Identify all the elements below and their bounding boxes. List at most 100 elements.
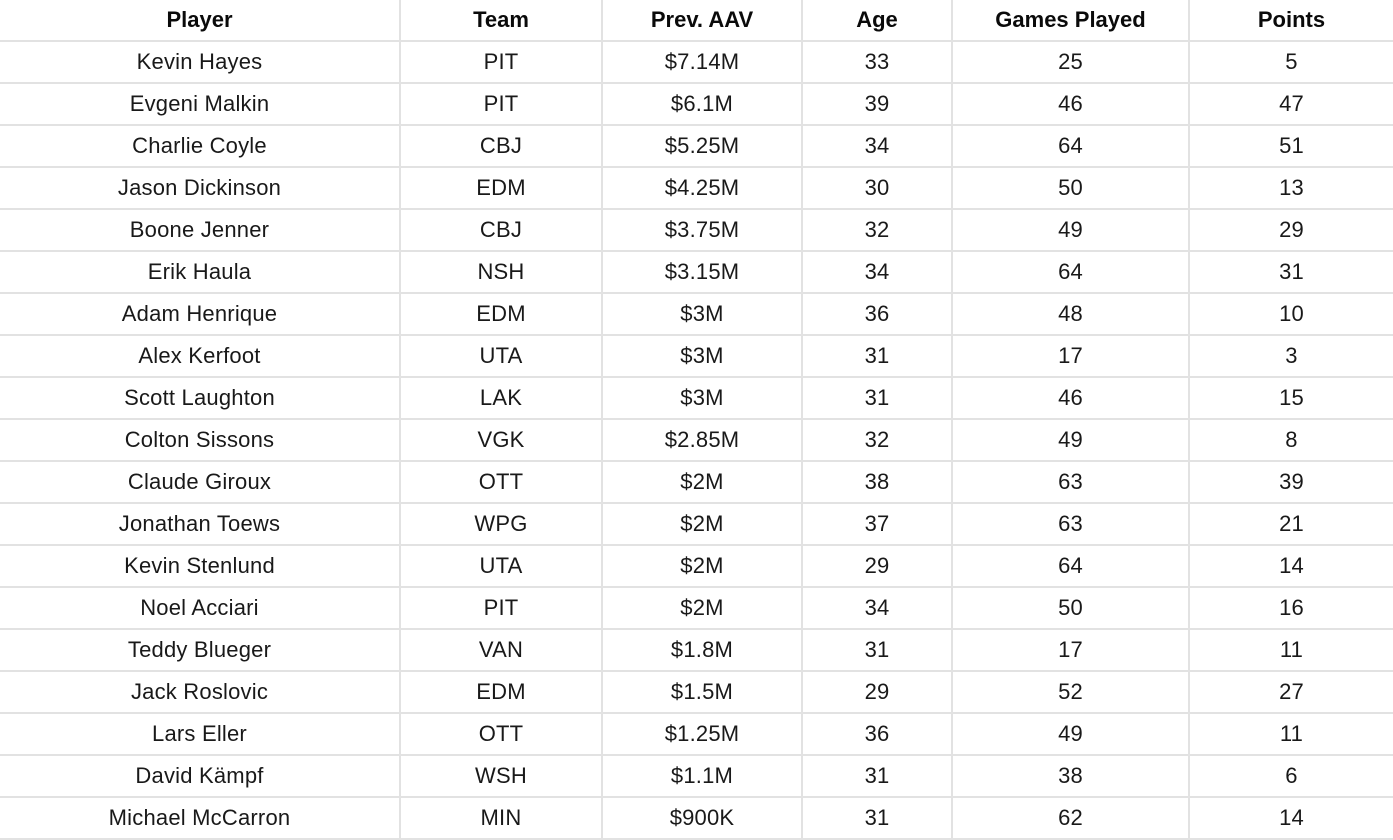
cell-games-played: 64 xyxy=(953,126,1190,168)
cell-prev-aav: $1.5M xyxy=(603,672,803,714)
header-row: Player Team Prev. AAV Age Games Played Points xyxy=(0,0,1393,42)
cell-games-played: 63 xyxy=(953,462,1190,504)
cell-prev-aav: $1.25M xyxy=(603,714,803,756)
cell-games-played: 17 xyxy=(953,336,1190,378)
cell-team: NSH xyxy=(401,252,603,294)
table-row: Teddy Blueger VAN $1.8M 31 17 11 xyxy=(0,630,1393,672)
cell-age: 39 xyxy=(803,84,953,126)
cell-team: EDM xyxy=(401,168,603,210)
cell-player: Colton Sissons xyxy=(0,420,401,462)
cell-player: Scott Laughton xyxy=(0,378,401,420)
cell-points: 14 xyxy=(1190,546,1393,588)
cell-prev-aav: $7.14M xyxy=(603,42,803,84)
cell-player: Adam Henrique xyxy=(0,294,401,336)
table-row: Erik Haula NSH $3.15M 34 64 31 xyxy=(0,252,1393,294)
cell-points: 10 xyxy=(1190,294,1393,336)
cell-age: 29 xyxy=(803,546,953,588)
table-row: David Kämpf WSH $1.1M 31 38 6 xyxy=(0,756,1393,798)
cell-age: 31 xyxy=(803,336,953,378)
cell-team: VGK xyxy=(401,420,603,462)
cell-team: CBJ xyxy=(401,126,603,168)
cell-player: Jonathan Toews xyxy=(0,504,401,546)
column-header-age: Age xyxy=(803,0,953,42)
cell-prev-aav: $3.15M xyxy=(603,252,803,294)
table-row: Jason Dickinson EDM $4.25M 30 50 13 xyxy=(0,168,1393,210)
cell-prev-aav: $3M xyxy=(603,294,803,336)
cell-points: 15 xyxy=(1190,378,1393,420)
cell-team: PIT xyxy=(401,588,603,630)
table-row: Alex Kerfoot UTA $3M 31 17 3 xyxy=(0,336,1393,378)
cell-age: 31 xyxy=(803,378,953,420)
cell-points: 6 xyxy=(1190,756,1393,798)
cell-player: Jack Roslovic xyxy=(0,672,401,714)
cell-player: Boone Jenner xyxy=(0,210,401,252)
cell-age: 34 xyxy=(803,252,953,294)
cell-age: 34 xyxy=(803,588,953,630)
cell-points: 11 xyxy=(1190,714,1393,756)
cell-team: VAN xyxy=(401,630,603,672)
cell-player: Kevin Hayes xyxy=(0,42,401,84)
cell-points: 39 xyxy=(1190,462,1393,504)
cell-age: 37 xyxy=(803,504,953,546)
cell-team: WSH xyxy=(401,756,603,798)
cell-player: David Kämpf xyxy=(0,756,401,798)
table-row: Lars Eller OTT $1.25M 36 49 11 xyxy=(0,714,1393,756)
cell-age: 29 xyxy=(803,672,953,714)
cell-age: 31 xyxy=(803,798,953,840)
cell-games-played: 64 xyxy=(953,252,1190,294)
table-body: Kevin Hayes PIT $7.14M 33 25 5 Evgeni Malkin PI… xyxy=(0,42,1393,840)
cell-points: 14 xyxy=(1190,798,1393,840)
cell-age: 31 xyxy=(803,630,953,672)
cell-player: Claude Giroux xyxy=(0,462,401,504)
cell-games-played: 49 xyxy=(953,420,1190,462)
cell-prev-aav: $5.25M xyxy=(603,126,803,168)
cell-prev-aav: $2M xyxy=(603,546,803,588)
cell-prev-aav: $2M xyxy=(603,462,803,504)
cell-team: UTA xyxy=(401,546,603,588)
cell-player: Charlie Coyle xyxy=(0,126,401,168)
cell-points: 47 xyxy=(1190,84,1393,126)
cell-prev-aav: $3M xyxy=(603,378,803,420)
cell-player: Teddy Blueger xyxy=(0,630,401,672)
cell-points: 29 xyxy=(1190,210,1393,252)
cell-games-played: 64 xyxy=(953,546,1190,588)
cell-player: Michael McCarron xyxy=(0,798,401,840)
cell-prev-aav: $3.75M xyxy=(603,210,803,252)
cell-age: 32 xyxy=(803,210,953,252)
table-row: Michael McCarron MIN $900K 31 62 14 xyxy=(0,798,1393,840)
cell-player: Evgeni Malkin xyxy=(0,84,401,126)
cell-age: 32 xyxy=(803,420,953,462)
column-header-team: Team xyxy=(401,0,603,42)
cell-prev-aav: $900K xyxy=(603,798,803,840)
cell-games-played: 49 xyxy=(953,210,1190,252)
cell-team: OTT xyxy=(401,462,603,504)
cell-prev-aav: $1.8M xyxy=(603,630,803,672)
cell-points: 3 xyxy=(1190,336,1393,378)
cell-games-played: 49 xyxy=(953,714,1190,756)
cell-games-played: 50 xyxy=(953,588,1190,630)
table-row: Adam Henrique EDM $3M 36 48 10 xyxy=(0,294,1393,336)
cell-points: 5 xyxy=(1190,42,1393,84)
table-row: Noel Acciari PIT $2M 34 50 16 xyxy=(0,588,1393,630)
cell-points: 21 xyxy=(1190,504,1393,546)
cell-team: PIT xyxy=(401,42,603,84)
cell-player: Erik Haula xyxy=(0,252,401,294)
cell-team: LAK xyxy=(401,378,603,420)
cell-team: CBJ xyxy=(401,210,603,252)
cell-team: EDM xyxy=(401,294,603,336)
cell-games-played: 62 xyxy=(953,798,1190,840)
cell-age: 38 xyxy=(803,462,953,504)
table-row: Charlie Coyle CBJ $5.25M 34 64 51 xyxy=(0,126,1393,168)
cell-age: 36 xyxy=(803,714,953,756)
cell-points: 27 xyxy=(1190,672,1393,714)
table-row: Jack Roslovic EDM $1.5M 29 52 27 xyxy=(0,672,1393,714)
table-row: Boone Jenner CBJ $3.75M 32 49 29 xyxy=(0,210,1393,252)
cell-age: 36 xyxy=(803,294,953,336)
table-row: Kevin Hayes PIT $7.14M 33 25 5 xyxy=(0,42,1393,84)
cell-points: 8 xyxy=(1190,420,1393,462)
cell-team: UTA xyxy=(401,336,603,378)
cell-prev-aav: $1.1M xyxy=(603,756,803,798)
cell-team: EDM xyxy=(401,672,603,714)
table-row: Scott Laughton LAK $3M 31 46 15 xyxy=(0,378,1393,420)
column-header-points: Points xyxy=(1190,0,1393,42)
